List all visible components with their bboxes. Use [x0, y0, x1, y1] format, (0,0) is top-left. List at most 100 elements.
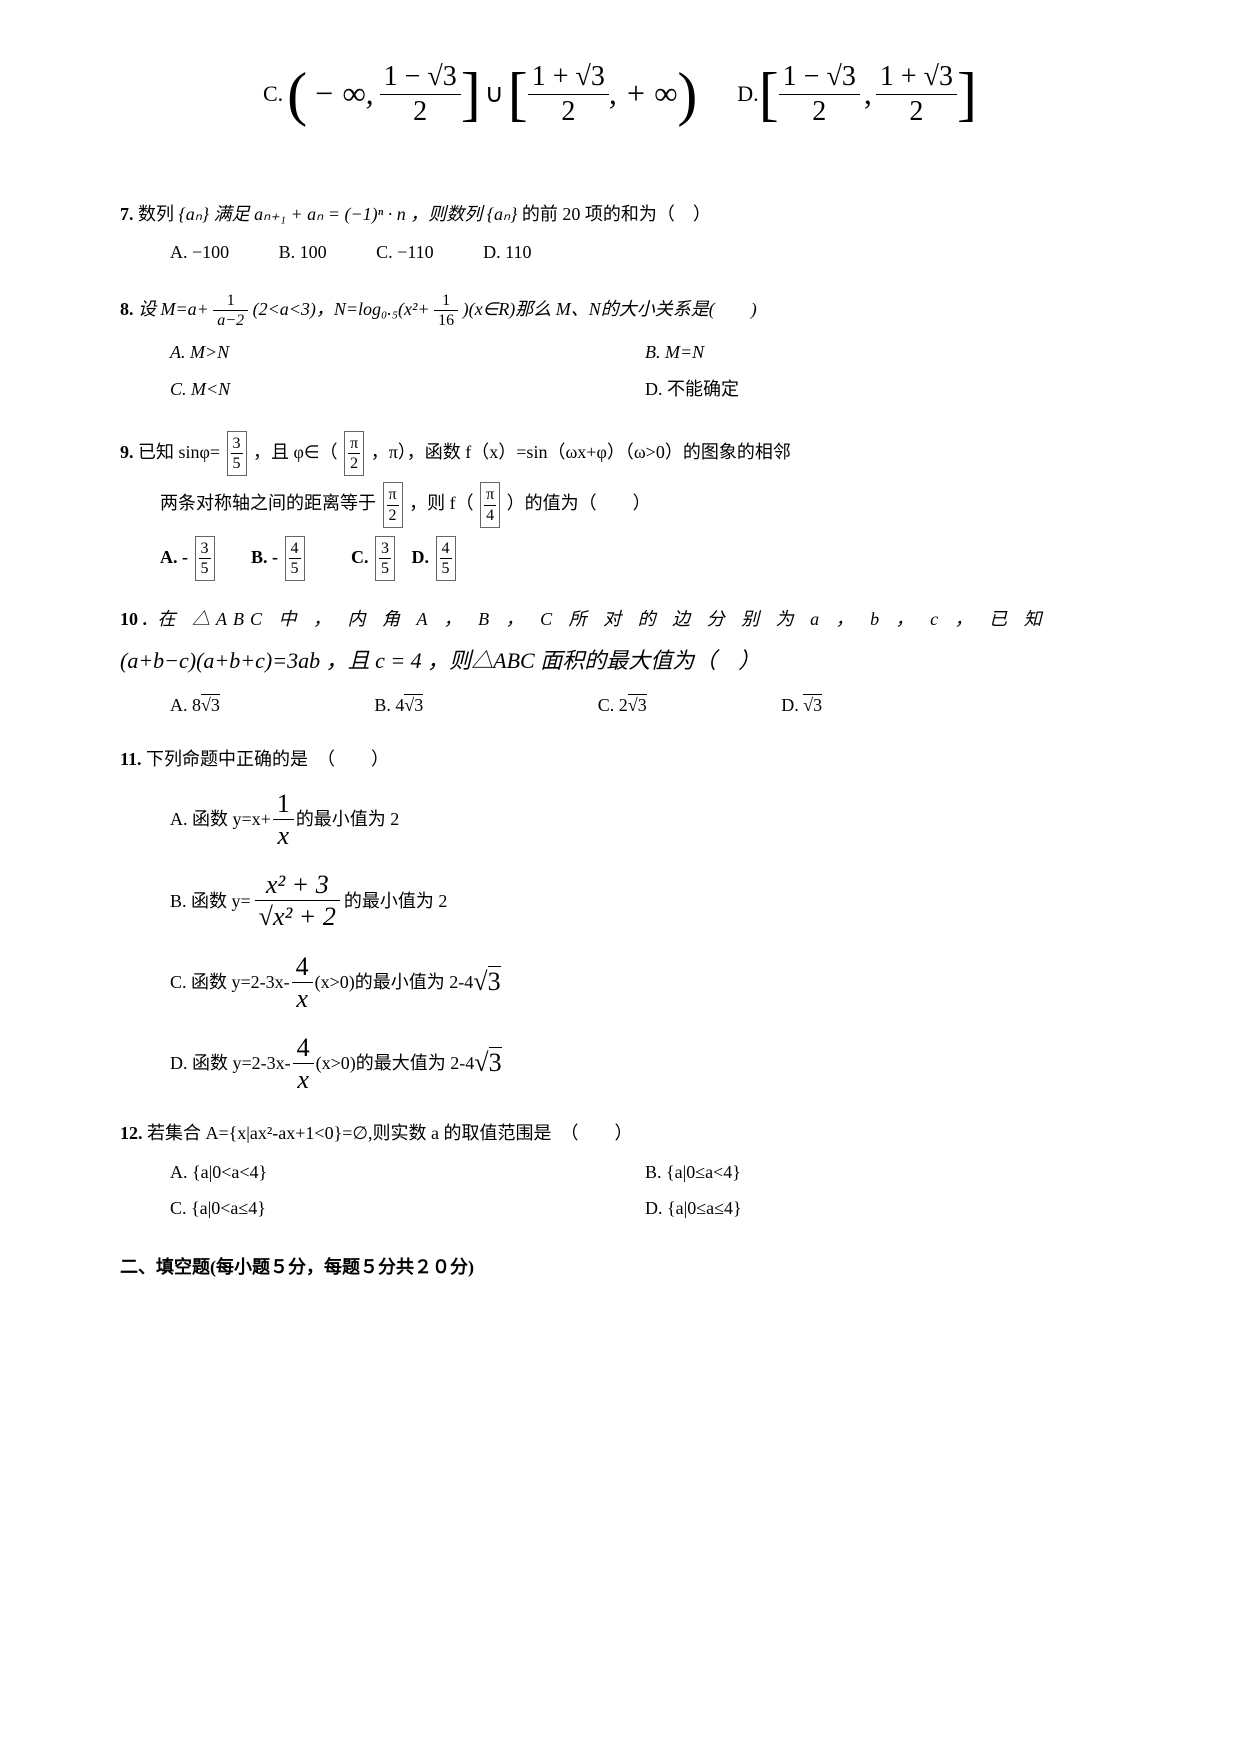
- q6-choices: C. ( − ∞, 1 − √3 2 ] ∪ [ 1 + √3 2 , + ∞ …: [120, 40, 1120, 148]
- q7-stem-3: 的前 20 项的和为（ ）: [522, 204, 711, 224]
- q6-option-c: C. ( − ∞, 1 − √3 2 ] ∪ [ 1 + √3 2 , + ∞ …: [263, 40, 697, 148]
- q8-stem-2: (2<a<3)，N=log₀.₅(x²+: [253, 299, 430, 319]
- q11-option-d: D. 函数 y=2-3x- 4 x (x>0)的最大值为 2-4 √3: [170, 1032, 1120, 1095]
- q7-option-d: D. 110: [483, 242, 531, 262]
- option-d-label: D.: [737, 74, 758, 114]
- q7-an-1: {aₙ}: [179, 204, 210, 224]
- frac-den: 2: [387, 506, 399, 525]
- frac-num: 3: [199, 539, 211, 559]
- frac-num: 4: [289, 539, 301, 559]
- sqrt-body: 3: [489, 1047, 502, 1077]
- frac-num: 1: [434, 291, 458, 311]
- q11-number: 11.: [120, 749, 142, 769]
- q9-optB-label: B. -: [251, 547, 278, 567]
- frac-num: 1 − √3: [779, 60, 860, 95]
- q12-number: 12.: [120, 1123, 143, 1143]
- q7-stem-1: 数列: [138, 204, 174, 224]
- frac-num: 1: [273, 788, 294, 820]
- sqrt-body: 3: [488, 966, 501, 996]
- frac-den: a−2: [213, 311, 248, 330]
- q12-option-b: B. {a|0≤a<4}: [645, 1156, 1120, 1188]
- pos-inf: , + ∞: [609, 65, 677, 123]
- frac-num: 3: [379, 539, 391, 559]
- frac-num: 1 + √3: [528, 60, 609, 95]
- frac-num: 4: [292, 951, 313, 983]
- frac-num: 1 − √3: [380, 60, 461, 95]
- q10-number: 10 .: [120, 609, 147, 629]
- q10-option-c: C. 2√3: [598, 695, 692, 715]
- q8-option-a: A. M>N: [170, 336, 645, 368]
- frac-den: 2: [348, 454, 360, 473]
- neg-inf: − ∞,: [313, 65, 373, 123]
- section-2-title: 二、填空题(每小题５分，每题５分共２０分): [120, 1251, 1120, 1283]
- frac-num: 1: [213, 291, 248, 311]
- q7-option-b: B. 100: [279, 242, 327, 262]
- frac-num: 4: [440, 539, 452, 559]
- q7-number: 7.: [120, 204, 134, 224]
- frac-den: √x² + 2: [255, 901, 340, 932]
- optB-prefix: B. 函数 y=: [170, 885, 251, 917]
- q9-stem-6: ）的值为（ ）: [507, 493, 651, 513]
- q9-stem-2: ，且 φ∈（: [253, 442, 338, 462]
- q8-stem-3: )(x∈R)那么 M、N的大小关系是( ): [463, 299, 757, 319]
- frac-den: 2: [528, 95, 609, 129]
- frac-den: 5: [440, 559, 452, 578]
- frac-den: 4: [484, 506, 496, 525]
- frac-den: x: [293, 1064, 314, 1095]
- frac-den: 16: [434, 311, 458, 330]
- q8-option-b: B. M=N: [645, 336, 1120, 368]
- q9-stem-4: 两条对称轴之间的距离等于: [160, 493, 376, 513]
- q9-stem-5: ，则 f（: [409, 493, 474, 513]
- optD-cond: (x>0)的最大值为 2-4: [316, 1047, 475, 1079]
- q7-option-c: C. −110: [376, 242, 434, 262]
- q11-option-c: C. 函数 y=2-3x- 4 x (x>0)的最小值为 2-4 √3: [170, 951, 1120, 1014]
- question-12: 12. 若集合 A={x|ax²-ax+1<0}=∅,则实数 a 的取值范围是 …: [120, 1117, 1120, 1228]
- frac-den: 2: [380, 95, 461, 129]
- q11-option-a: A. 函数 y=x+ 1 x 的最小值为 2: [170, 788, 1120, 851]
- frac-den: 5: [379, 559, 391, 578]
- q9-stem-1: 已知 sinφ=: [138, 442, 220, 462]
- frac-num: 3: [231, 434, 243, 454]
- question-7: 7. 数列 {aₙ} 满足 aₙ₊₁ + aₙ = (−1)ⁿ · n ，则数列…: [120, 198, 1120, 269]
- q7-stem-2: 满足 aₙ₊₁ + aₙ = (−1)ⁿ · n ，则数列: [214, 204, 483, 224]
- q9-optA-label: A. -: [160, 547, 188, 567]
- q6-option-d: D. [ 1 − √3 2 , 1 + √3 2 ]: [737, 40, 977, 148]
- frac-den: 2: [779, 95, 860, 129]
- frac-num: 1 + √3: [876, 60, 957, 95]
- frac-den: x: [273, 820, 294, 851]
- optC-cond: (x>0)的最小值为 2-4: [315, 966, 474, 998]
- frac-den: 2: [876, 95, 957, 129]
- frac-num: π: [484, 485, 496, 505]
- optB-suffix: 的最小值为 2: [344, 885, 448, 917]
- optA-suffix: 的最小值为 2: [296, 803, 400, 835]
- q10-option-d: D. √3: [781, 695, 867, 715]
- frac-num: x² + 3: [255, 869, 340, 901]
- frac-num: π: [387, 485, 399, 505]
- optC-prefix: C. 函数 y=2-3x-: [170, 966, 290, 998]
- q10-stem-1: 在 △ABC 中 ， 内 角 A ， B ， C 所 对 的 边 分 别 为 a…: [158, 609, 1048, 629]
- q12-option-c: C. {a|0<a≤4}: [170, 1192, 645, 1224]
- optD-prefix: D. 函数 y=2-3x-: [170, 1047, 291, 1079]
- q10-stem-2: (a+b−c)(a+b+c)=3ab ，且 c = 4 ，则△ABC 面积的最大…: [120, 648, 760, 673]
- q8-option-d: D. 不能确定: [645, 373, 1120, 405]
- q10-option-b: B. 4√3: [374, 695, 468, 715]
- frac-den: 5: [289, 559, 301, 578]
- q11-option-b: B. 函数 y= x² + 3 √x² + 2 的最小值为 2: [170, 869, 1120, 932]
- question-10: 10 . 在 △ABC 中 ， 内 角 A ， B ， C 所 对 的 边 分 …: [120, 603, 1120, 721]
- frac-den: 5: [199, 559, 211, 578]
- frac-num: π: [348, 434, 360, 454]
- frac-den: 5: [231, 454, 243, 473]
- question-11: 11. 下列命题中正确的是 （ ） A. 函数 y=x+ 1 x 的最小值为 2…: [120, 743, 1120, 1095]
- q10-option-a: A. 8√3: [170, 695, 265, 715]
- q12-option-d: D. {a|0≤a≤4}: [645, 1192, 1120, 1224]
- q12-stem: 若集合 A={x|ax²-ax+1<0}=∅,则实数 a 的取值范围是 （ ）: [147, 1123, 633, 1143]
- q7-an-2: {aₙ}: [487, 204, 518, 224]
- frac-den: x: [292, 983, 313, 1014]
- q8-stem-1: 设 M=a+: [138, 299, 209, 319]
- question-9: 9. 已知 sinφ= 3 5 ，且 φ∈（ π 2 ，π），函数 f（x）=s…: [120, 431, 1120, 581]
- question-8: 8. 设 M=a+ 1 a−2 (2<a<3)，N=log₀.₅(x²+ 1 1…: [120, 291, 1120, 409]
- comma: ,: [864, 65, 872, 123]
- q9-stem-3: ，π），函数 f（x）=sin（ωx+φ）（ω>0）的图象的相邻: [371, 442, 791, 462]
- frac-num: 4: [293, 1032, 314, 1064]
- q8-number: 8.: [120, 299, 134, 319]
